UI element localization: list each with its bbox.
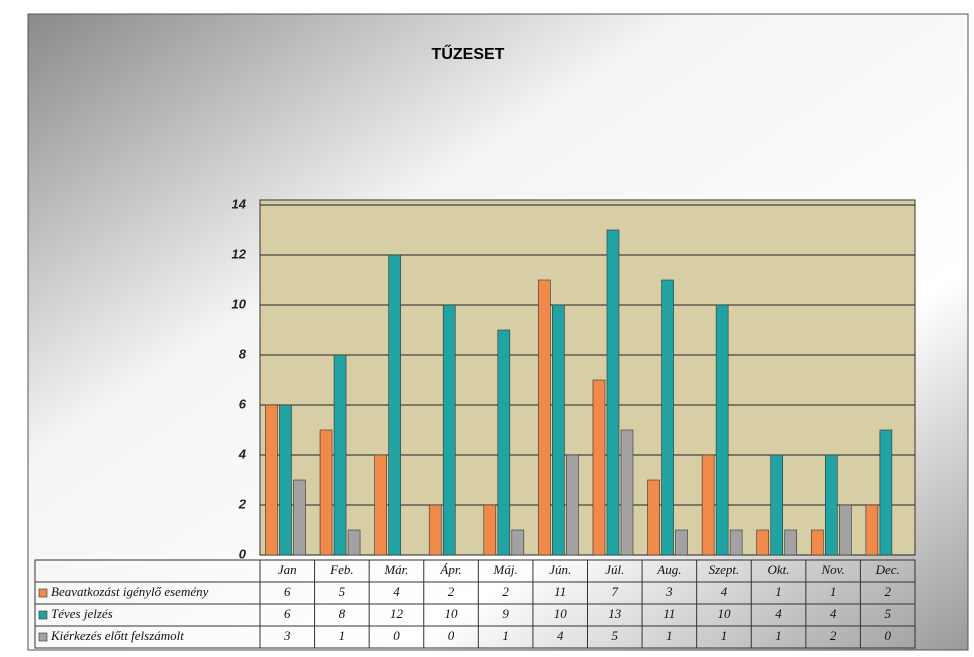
table-value: 4 [721, 584, 728, 599]
bar [647, 479, 660, 556]
x-tick-label: Ápr. [439, 562, 461, 577]
table-value: 1 [339, 628, 346, 643]
table-value: 0 [884, 628, 891, 643]
bar [279, 404, 292, 556]
table-value: 9 [502, 606, 509, 621]
table-value: 4 [830, 606, 837, 621]
bar [388, 254, 401, 556]
y-tick-label: 14 [232, 196, 247, 211]
table-value: 12 [390, 606, 404, 621]
table-value: 5 [339, 584, 346, 599]
table-value: 2 [884, 584, 891, 599]
bar [756, 529, 770, 556]
table-value: 13 [608, 606, 622, 621]
legend-swatch [38, 588, 48, 598]
y-tick-label: 2 [238, 496, 247, 511]
table-value: 10 [445, 606, 459, 621]
table-value: 0 [393, 628, 400, 643]
x-tick-label: Jan [278, 562, 297, 577]
table-value: 11 [663, 606, 675, 621]
bar [483, 504, 497, 556]
legend-label: Téves jelzés [51, 606, 113, 621]
table-value: 1 [775, 584, 782, 599]
table-value: 1 [666, 628, 673, 643]
bar [770, 454, 784, 556]
bar [374, 454, 387, 556]
y-tick-label: 0 [239, 546, 247, 561]
legend-swatch [38, 632, 48, 642]
table-value: 4 [393, 584, 400, 599]
table-value: 2 [502, 584, 509, 599]
bar [592, 379, 606, 556]
x-tick-label: Már. [383, 562, 408, 577]
bar [552, 304, 565, 556]
table-value: 2 [448, 584, 455, 599]
table-value: 0 [448, 628, 455, 643]
bar [347, 529, 361, 556]
y-tick-label: 12 [232, 246, 247, 261]
table-value: 4 [557, 628, 564, 643]
bar [538, 279, 551, 556]
y-tick-label: 8 [239, 346, 247, 361]
table-value: 1 [721, 628, 728, 643]
x-tick-label: Dec. [875, 562, 900, 577]
x-tick-label: Máj. [493, 562, 518, 577]
table-value: 2 [830, 628, 837, 643]
bar [865, 504, 879, 556]
table-value: 6 [284, 584, 291, 599]
bar [620, 429, 634, 556]
chart-title: TŰZESET [432, 44, 505, 63]
bar [879, 429, 893, 556]
table-value: 1 [830, 584, 837, 599]
bar [839, 504, 852, 556]
bar [428, 504, 442, 556]
y-tick-label: 4 [238, 446, 247, 461]
bar [566, 454, 579, 556]
bar [333, 354, 347, 556]
table-value: 8 [339, 606, 346, 621]
table-value: 1 [775, 628, 782, 643]
table-value: 11 [554, 584, 566, 599]
x-tick-label: Jún. [549, 562, 571, 577]
bar [810, 529, 824, 556]
x-tick-label: Szept. [709, 562, 740, 577]
bar [497, 329, 511, 556]
bar [824, 454, 838, 556]
bar [442, 304, 456, 556]
table-value: 7 [612, 584, 619, 599]
table-value: 3 [665, 584, 673, 599]
bar [715, 304, 729, 556]
bar [511, 529, 525, 556]
bar [701, 454, 715, 556]
table-value: 10 [717, 606, 731, 621]
x-tick-label: Okt. [768, 562, 790, 577]
y-tick-label: 6 [239, 396, 247, 411]
bar [784, 529, 798, 556]
legend-swatch [38, 610, 48, 620]
bar [319, 429, 333, 556]
table-value: 4 [775, 606, 782, 621]
legend-label: Beavatkozást igénylő esemény [51, 584, 209, 599]
x-tick-label: Júl. [605, 562, 624, 577]
bar [729, 529, 743, 556]
table-value: 3 [283, 628, 291, 643]
x-tick-label: Aug. [656, 562, 681, 577]
bar [661, 279, 674, 556]
table-value: 6 [284, 606, 291, 621]
table-value: 5 [612, 628, 619, 643]
table-value: 10 [554, 606, 568, 621]
x-tick-label: Nov. [821, 562, 845, 577]
table-value: 1 [502, 628, 509, 643]
bar [265, 404, 278, 556]
x-tick-label: Feb. [329, 562, 353, 577]
legend-label: Kiérkezés előtt felszámolt [50, 628, 184, 643]
y-tick-label: 10 [232, 296, 247, 311]
table-value: 5 [884, 606, 891, 621]
bar [606, 229, 620, 556]
plot-area [259, 199, 916, 556]
bar [675, 529, 688, 556]
bar [293, 479, 306, 556]
